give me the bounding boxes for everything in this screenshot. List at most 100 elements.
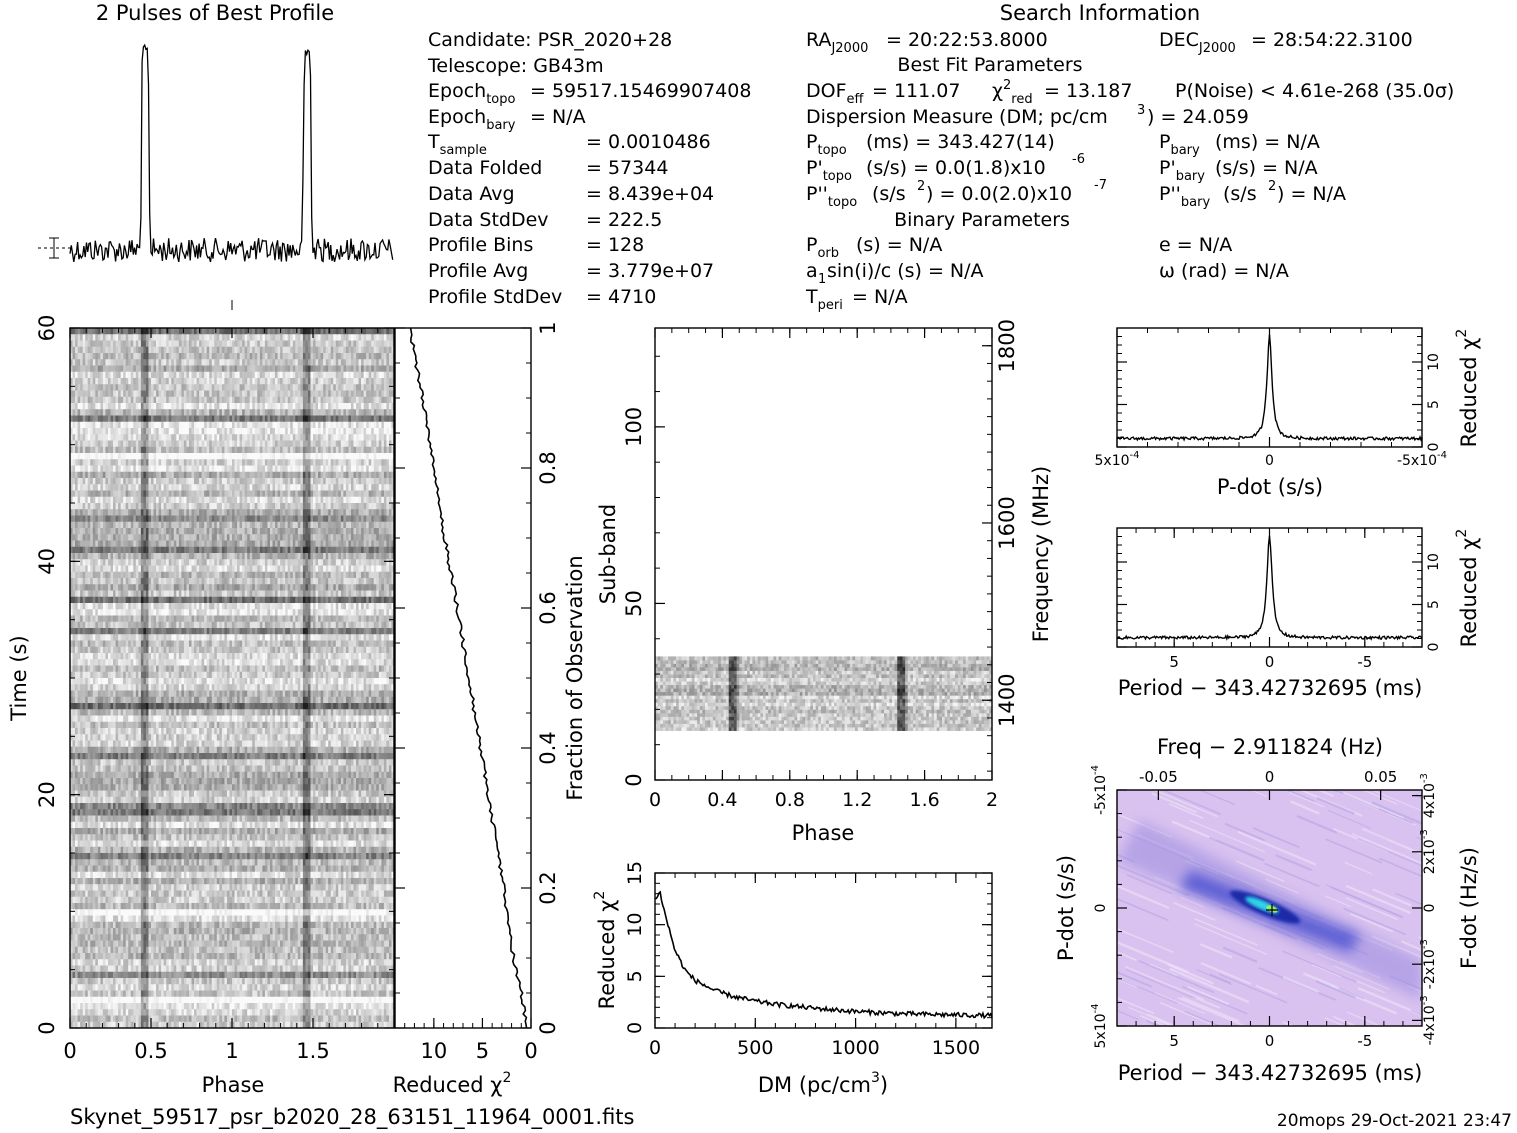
heat-cell: [313, 409, 316, 416]
heat-cell: [145, 559, 149, 566]
heat-cell: [234, 540, 238, 548]
heat-cell: [90, 434, 94, 441]
heat-cell: [285, 378, 289, 385]
heat-cell: [290, 359, 294, 366]
heat-cell: [204, 465, 208, 473]
heat-cell: [77, 328, 81, 335]
heat-cell: [133, 384, 137, 391]
heat-cell: [168, 390, 172, 398]
heat-cell: [90, 340, 94, 348]
heat-cell: [264, 396, 268, 404]
heat-cell: [232, 528, 235, 535]
heat-cell: [123, 359, 127, 366]
heat-cell: [211, 365, 215, 373]
heat-cell: [173, 528, 177, 535]
heat-cell: [143, 465, 147, 473]
heat-cell: [338, 409, 342, 416]
heat-cell: [338, 334, 342, 341]
heat-cell: [163, 365, 167, 373]
heat-cell: [302, 515, 306, 523]
heat-cell: [262, 415, 266, 423]
heat-cell: [330, 428, 334, 435]
heat-cell: [206, 434, 210, 441]
heat-cell: [350, 440, 354, 448]
heat-cell: [277, 446, 281, 454]
heat-cell: [148, 365, 152, 373]
heat-cell: [140, 340, 144, 348]
heat-cell: [318, 371, 321, 379]
heat-cell: [376, 346, 380, 354]
heat-cell: [239, 553, 243, 560]
heat-cell: [391, 465, 395, 473]
heat-cell: [80, 471, 84, 479]
heat-cell: [221, 546, 225, 554]
heat-cell: [315, 559, 319, 566]
heat-cell: [188, 421, 192, 429]
heat-cell: [297, 334, 301, 341]
heat-cell: [123, 503, 127, 510]
heat-cell: [376, 540, 380, 548]
heat-cell: [92, 446, 96, 454]
heat-cell: [275, 334, 278, 341]
heat-cell: [237, 471, 240, 479]
heat-cell: [373, 371, 377, 379]
heat-cell: [315, 396, 319, 404]
heat-cell: [264, 378, 268, 385]
heat-cell: [232, 534, 235, 541]
heat-cell: [191, 471, 195, 479]
heat-cell: [95, 471, 99, 479]
heat-cell: [366, 446, 370, 454]
heat-cell: [348, 546, 352, 554]
heat-cell: [249, 409, 253, 416]
heat-cell: [282, 340, 286, 348]
heat-cell: [80, 409, 84, 416]
heat-cell: [206, 365, 210, 373]
heat-cell: [110, 384, 114, 391]
pddot-topo-exp: -7: [1094, 178, 1107, 193]
heat-cell: [224, 490, 228, 498]
heat-cell: [229, 409, 233, 416]
heat-cell: [259, 534, 263, 541]
heat-cell: [216, 359, 220, 366]
heat-cell: [219, 559, 223, 566]
heat-cell: [302, 428, 306, 435]
heat-cell: [361, 503, 365, 510]
heat-cell: [158, 365, 162, 373]
heat-cell: [249, 428, 253, 435]
heat-cell: [340, 546, 344, 554]
heat-cell: [82, 565, 86, 573]
heat-cell: [100, 440, 104, 448]
heat-cell: [361, 365, 365, 373]
heat-cell: [72, 428, 76, 435]
heat-cell: [95, 409, 99, 416]
heat-cell: [214, 421, 218, 429]
heat-cell: [328, 446, 332, 454]
heat-cell: [219, 384, 223, 391]
heat-cell: [323, 334, 327, 341]
heat-cell: [224, 509, 228, 516]
heat-cell: [242, 440, 246, 448]
heat-cell: [280, 434, 284, 441]
heat-cell: [173, 503, 177, 510]
heat-cell: [350, 540, 354, 548]
heat-cell: [219, 359, 223, 366]
heat-cell: [363, 434, 367, 441]
heat-cell: [176, 484, 180, 491]
heat-cell: [280, 403, 284, 410]
heat-cell: [343, 546, 347, 554]
heat-cell: [118, 346, 122, 354]
heat-cell: [82, 340, 86, 348]
heat-cell: [216, 384, 220, 391]
heat-cell: [244, 371, 248, 379]
heat-cell: [171, 390, 175, 398]
heat-cell: [361, 403, 365, 410]
heat-cell: [120, 334, 124, 341]
heat-cell: [161, 546, 165, 554]
heat-cell: [350, 559, 354, 566]
heat-cell: [75, 446, 78, 454]
heat-cell: [353, 340, 357, 348]
heat-cell: [328, 528, 332, 535]
heat-cell: [386, 365, 390, 373]
heat-cell: [85, 528, 89, 535]
heat-cell: [171, 428, 175, 435]
